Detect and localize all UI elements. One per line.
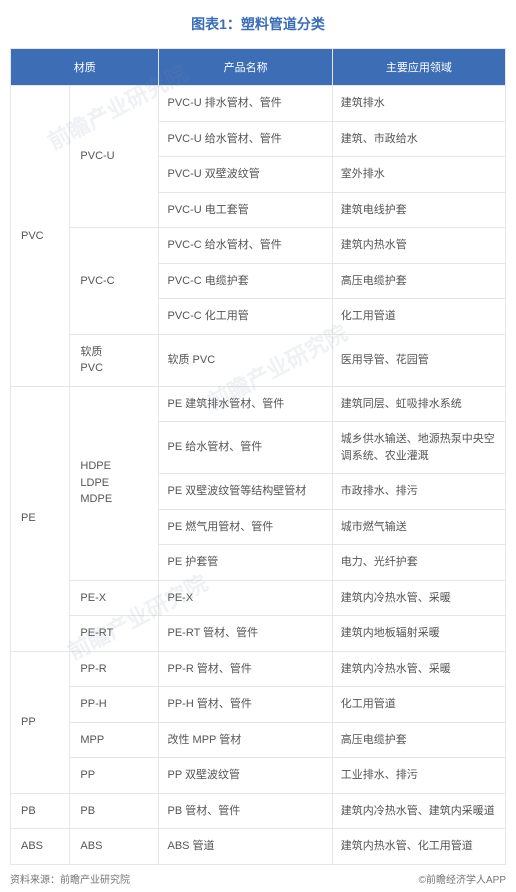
table-row: ABSABSABS 管道建筑内热水管、化工用管道 (11, 829, 506, 865)
table-row: PPPP-RPP-R 管材、管件建筑内冷热水管、采暖 (11, 651, 506, 687)
chart-wrap: 前瞻产业研究院 前瞻产业研究院 前瞻产业研究院 图表1：塑料管道分类 材质产品名… (0, 0, 516, 892)
application-cell: 高压电缆护套 (332, 722, 505, 758)
product-cell: PE-RT 管材、管件 (159, 616, 332, 652)
product-cell: PP 双壁波纹管 (159, 758, 332, 794)
subtype-cell: 软质PVC (70, 334, 159, 386)
product-cell: PVC-C 给水管材、管件 (159, 228, 332, 264)
application-cell: 电力、光纤护套 (332, 545, 505, 581)
subtype-cell: PE-RT (70, 616, 159, 652)
material-cell: ABS (11, 829, 70, 865)
application-cell: 室外排水 (332, 157, 505, 193)
copyright-text: ©前瞻经济学人APP (419, 871, 506, 886)
application-cell: 建筑内热水管、化工用管道 (332, 829, 505, 865)
material-cell: PE (11, 386, 70, 651)
application-cell: 建筑排水 (332, 86, 505, 122)
product-cell: ABS 管道 (159, 829, 332, 865)
application-cell: 医用导管、花园管 (332, 334, 505, 386)
application-cell: 市政排水、排污 (332, 474, 505, 510)
subtype-cell: ABS (70, 829, 159, 865)
table-row: PBPBPB 管材、管件建筑内冷热水管、建筑内采暖道 (11, 793, 506, 829)
application-cell: 建筑、市政给水 (332, 121, 505, 157)
application-cell: 建筑内冷热水管、采暖 (332, 651, 505, 687)
column-header: 材质 (11, 49, 159, 86)
table-row: PP-HPP-H 管材、管件化工用管道 (11, 687, 506, 723)
table-row: MPP改性 MPP 管材高压电缆护套 (11, 722, 506, 758)
product-cell: PVC-U 排水管材、管件 (159, 86, 332, 122)
application-cell: 建筑内热水管 (332, 228, 505, 264)
column-header: 主要应用领域 (332, 49, 505, 86)
subtype-cell: PP-H (70, 687, 159, 723)
product-cell: 软质 PVC (159, 334, 332, 386)
product-cell: PE 护套管 (159, 545, 332, 581)
subtype-cell: PP-R (70, 651, 159, 687)
product-cell: PVC-C 电缆护套 (159, 263, 332, 299)
table-row: PVCPVC-UPVC-U 排水管材、管件建筑排水 (11, 86, 506, 122)
application-cell: 化工用管道 (332, 687, 505, 723)
footer: 资料来源：前瞻产业研究院 ©前瞻经济学人APP (10, 871, 506, 886)
table-row: PPPP 双壁波纹管工业排水、排污 (11, 758, 506, 794)
column-header: 产品名称 (159, 49, 332, 86)
subtype-cell: PVC-C (70, 228, 159, 335)
source-text: 资料来源：前瞻产业研究院 (10, 871, 130, 886)
product-cell: PP-R 管材、管件 (159, 651, 332, 687)
table-row: PVC-CPVC-C 给水管材、管件建筑内热水管 (11, 228, 506, 264)
application-cell: 化工用管道 (332, 299, 505, 335)
classification-table: 材质产品名称主要应用领域 PVCPVC-UPVC-U 排水管材、管件建筑排水PV… (10, 48, 506, 865)
product-cell: PE 给水管材、管件 (159, 422, 332, 474)
subtype-cell: HDPELDPEMDPE (70, 386, 159, 580)
product-cell: PP-H 管材、管件 (159, 687, 332, 723)
table-row: PE-XPE-X建筑内冷热水管、采暖 (11, 580, 506, 616)
material-cell: PVC (11, 86, 70, 387)
material-cell: PP (11, 651, 70, 793)
product-cell: PE-X (159, 580, 332, 616)
product-cell: PVC-U 给水管材、管件 (159, 121, 332, 157)
table-row: 软质PVC软质 PVC医用导管、花园管 (11, 334, 506, 386)
chart-title: 图表1：塑料管道分类 (10, 14, 506, 34)
product-cell: PB 管材、管件 (159, 793, 332, 829)
application-cell: 建筑内地板辐射采暖 (332, 616, 505, 652)
subtype-cell: PE-X (70, 580, 159, 616)
application-cell: 建筑电线护套 (332, 192, 505, 228)
application-cell: 城市燃气输送 (332, 509, 505, 545)
subtype-cell: PVC-U (70, 86, 159, 228)
table-row: PEHDPELDPEMDPEPE 建筑排水管材、管件建筑同层、虹吸排水系统 (11, 386, 506, 422)
table-row: PE-RTPE-RT 管材、管件建筑内地板辐射采暖 (11, 616, 506, 652)
subtype-cell: MPP (70, 722, 159, 758)
application-cell: 工业排水、排污 (332, 758, 505, 794)
material-cell: PB (11, 793, 70, 829)
product-cell: PE 双壁波纹管等结构壁管材 (159, 474, 332, 510)
subtype-cell: PB (70, 793, 159, 829)
product-cell: 改性 MPP 管材 (159, 722, 332, 758)
application-cell: 建筑内冷热水管、建筑内采暖道 (332, 793, 505, 829)
application-cell: 建筑内冷热水管、采暖 (332, 580, 505, 616)
subtype-cell: PP (70, 758, 159, 794)
application-cell: 建筑同层、虹吸排水系统 (332, 386, 505, 422)
application-cell: 高压电缆护套 (332, 263, 505, 299)
product-cell: PVC-U 双壁波纹管 (159, 157, 332, 193)
product-cell: PVC-C 化工用管 (159, 299, 332, 335)
product-cell: PE 建筑排水管材、管件 (159, 386, 332, 422)
product-cell: PE 燃气用管材、管件 (159, 509, 332, 545)
application-cell: 城乡供水输送、地源热泵中央空调系统、农业灌溉 (332, 422, 505, 474)
product-cell: PVC-U 电工套管 (159, 192, 332, 228)
